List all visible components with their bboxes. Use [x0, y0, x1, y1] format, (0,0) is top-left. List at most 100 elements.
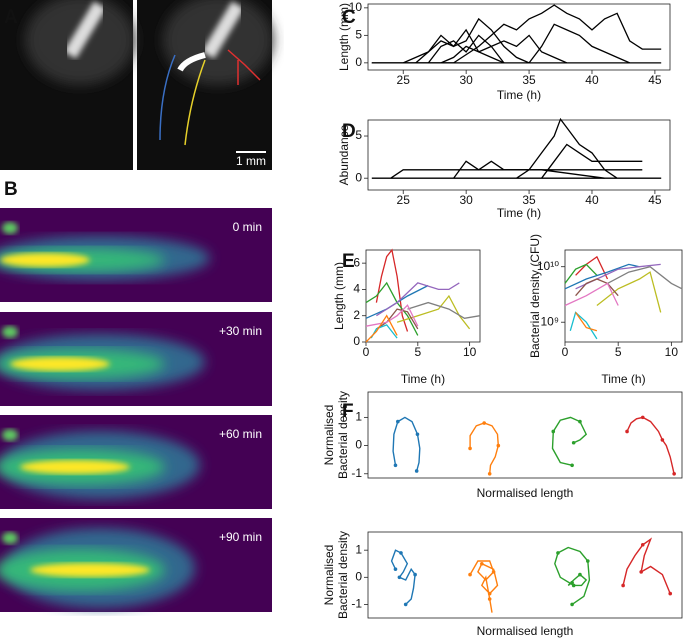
series-marker: [480, 561, 484, 566]
series-line: [390, 549, 416, 605]
y-axis-label: Bacterial density (CFU): [528, 234, 542, 358]
series-marker: [393, 463, 398, 468]
x-tick-label: 35: [522, 193, 536, 207]
series-line: [622, 537, 671, 594]
series-marker: [396, 419, 400, 424]
series-line: [365, 314, 398, 343]
y-axis-label: Length (mm): [337, 3, 351, 71]
y-tick-label: 1: [355, 542, 362, 556]
y-tick-label: 0: [355, 438, 362, 452]
y-axis-label: Bacterial density: [336, 531, 350, 619]
series-marker: [672, 471, 676, 476]
series-line: [554, 546, 591, 605]
axes-frame: [367, 3, 671, 71]
timepoint-label: 0 min: [233, 220, 262, 234]
series-marker: [660, 438, 665, 442]
y-axis-label: Normalised: [322, 405, 336, 466]
heatmap-blob: [10, 357, 110, 371]
y-tick-label: -1: [351, 466, 362, 480]
panel-label: A: [4, 7, 18, 28]
series-marker: [468, 446, 472, 451]
series-line: [469, 422, 500, 474]
scale-bar-label: 1 mm: [236, 154, 266, 168]
series-marker: [393, 567, 398, 571]
series-line: [564, 282, 619, 307]
series-line: [376, 282, 460, 317]
x-tick-label: 0: [363, 345, 370, 359]
series-marker: [414, 469, 419, 473]
x-tick-label: 25: [397, 73, 411, 87]
series-line: [607, 265, 683, 290]
y-tick-label: 10: [349, 0, 363, 14]
panel-label: B: [4, 179, 18, 200]
y-tick-label: 0: [355, 569, 362, 583]
y-tick-label: 10¹⁰: [537, 259, 559, 273]
series-marker: [487, 591, 492, 596]
x-axis-label: Time (h): [401, 372, 445, 386]
series-marker: [639, 570, 643, 574]
series-marker: [491, 570, 496, 574]
y-tick-label: 0: [355, 170, 362, 184]
series-marker: [551, 429, 556, 434]
x-axis-label: Normalised length: [477, 486, 574, 500]
series-line: [575, 312, 598, 332]
series-marker: [640, 542, 645, 547]
x-tick-label: 10: [463, 345, 477, 359]
series-line: [375, 248, 409, 332]
heatmap-blob: [2, 429, 18, 441]
series-marker: [570, 602, 574, 607]
y-tick-label: 4: [353, 282, 360, 296]
series-marker: [621, 583, 625, 588]
series-line: [575, 278, 619, 297]
x-tick-label: 40: [585, 73, 599, 87]
x-axis-label: Time (h): [497, 88, 541, 102]
series-line: [551, 416, 588, 466]
microscopy-images: [0, 0, 273, 170]
series-line: [376, 308, 419, 330]
series-line: [626, 416, 675, 474]
series-line: [569, 311, 598, 340]
series-line: [564, 263, 598, 284]
x-tick-label: 45: [648, 193, 662, 207]
series-marker: [403, 602, 408, 607]
series-marker: [468, 572, 472, 577]
y-tick-label: 2: [353, 308, 360, 322]
y-axis-label: Normalised: [322, 545, 336, 606]
series-line: [453, 160, 605, 179]
y-tick-label: 5: [355, 128, 362, 142]
y-axis-label: Abundance: [337, 124, 351, 185]
series-line: [396, 294, 471, 330]
y-tick-label: 0: [353, 334, 360, 348]
series-marker: [570, 580, 574, 585]
series-line: [371, 4, 662, 64]
series-line: [575, 255, 609, 280]
series-marker: [556, 551, 560, 555]
series-marker: [571, 583, 576, 588]
panel-label: D: [342, 121, 356, 142]
x-axis-label: Time (h): [601, 372, 645, 386]
x-tick-label: 35: [522, 73, 536, 87]
y-axis-label: Length (mm): [332, 262, 346, 330]
heatmap-blob: [2, 222, 18, 234]
series-line: [407, 301, 481, 319]
panel-label: F: [342, 401, 354, 422]
x-axis-label: Time (h): [497, 206, 541, 220]
series-marker: [399, 551, 403, 555]
timepoint-label: +30 min: [219, 324, 262, 338]
axes-frame: [367, 391, 683, 479]
series-marker: [482, 421, 486, 425]
timepoint-label: +60 min: [219, 427, 262, 441]
y-tick-label: 0: [355, 55, 362, 69]
series-marker: [415, 432, 420, 437]
series-marker: [487, 597, 492, 601]
x-tick-label: 40: [585, 193, 599, 207]
heatmap-blob: [2, 326, 18, 338]
series-marker: [570, 463, 574, 468]
series-line: [392, 416, 421, 472]
heatmap-blob: [20, 460, 130, 474]
heatmap-blob: [2, 532, 18, 544]
series-line: [415, 17, 530, 64]
y-tick-label: 5: [355, 28, 362, 42]
heatmaps: [0, 208, 272, 612]
